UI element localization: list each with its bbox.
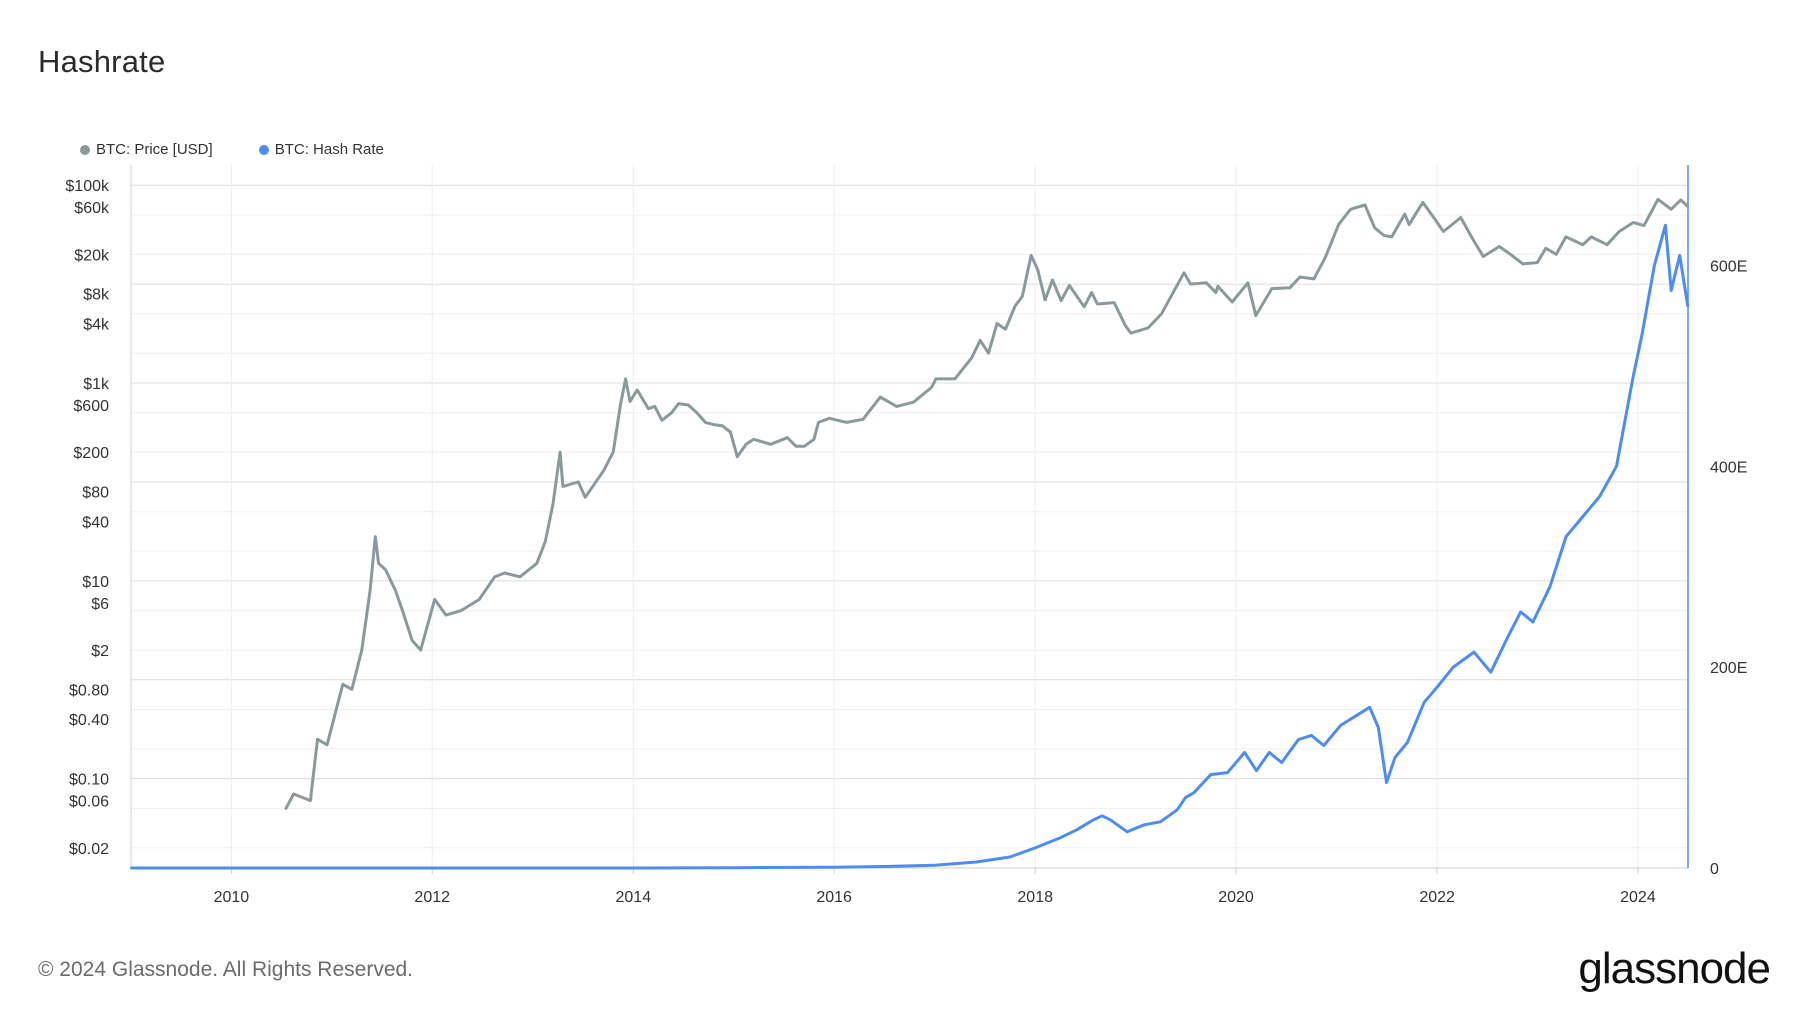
y-right-tick-label: 400E <box>1710 459 1747 476</box>
y-left-tick-label: $80 <box>82 485 109 502</box>
copyright-text: © 2024 Glassnode. All Rights Reserved. <box>38 958 414 981</box>
legend: BTC: Price [USD] BTC: Hash Rate <box>80 141 384 158</box>
glassnode-logo[interactable]: glassnode <box>1578 944 1771 993</box>
y-left-tick-label: $0.06 <box>69 794 109 811</box>
x-tick-label: 2024 <box>1620 889 1656 906</box>
y-right-tick-label: 0 <box>1710 861 1719 878</box>
y-left-tick-label: $0.40 <box>69 712 109 729</box>
y-left-tick-label: $0.02 <box>69 841 109 858</box>
x-tick-label: 2010 <box>214 889 250 906</box>
y-left-tick-label: $60k <box>74 200 110 217</box>
x-tick-label: 2012 <box>414 889 450 906</box>
legend-item-hash[interactable]: BTC: Hash Rate <box>258 141 384 158</box>
y-left-tick-label: $4k <box>83 316 110 333</box>
x-tick-label: 2018 <box>1017 889 1053 906</box>
y-left-tick-label: $8k <box>83 287 110 304</box>
x-tick-label: 2014 <box>616 889 652 906</box>
y-left-tick-label: $6 <box>91 596 109 613</box>
legend-price-label: BTC: Price [USD] <box>96 141 213 158</box>
y-left-tick-label: $200 <box>73 445 109 462</box>
chart-title: Hashrate <box>38 44 166 79</box>
legend-item-price[interactable]: BTC: Price [USD] <box>80 141 213 158</box>
x-tick-label: 2016 <box>816 889 852 906</box>
y-left-tick-label: $0.80 <box>69 682 109 699</box>
y-left-tick-label: $2 <box>91 643 109 660</box>
y-right-tick-label: 600E <box>1710 258 1747 275</box>
y-left-tick-label: $0.10 <box>69 772 109 789</box>
y-left-tick-label: $600 <box>73 398 109 415</box>
hash-legend-dot-icon <box>258 144 269 155</box>
price-legend-dot-icon <box>80 144 90 155</box>
hash-rate-series-line <box>130 223 1690 870</box>
y-left-tick-label: $40 <box>82 514 109 531</box>
y-left-tick-label: $1k <box>83 376 110 393</box>
y-right-tick-label: 200E <box>1710 660 1747 677</box>
y-left-tick-label: $10 <box>82 574 109 591</box>
legend-hash-label: BTC: Hash Rate <box>274 141 384 158</box>
price-series-line <box>284 197 1690 810</box>
x-tick-label: 2022 <box>1419 889 1455 906</box>
y-left-tick-label: $20k <box>74 247 110 264</box>
x-tick-label: 2020 <box>1218 889 1254 906</box>
y-left-tick-label: $100k <box>65 178 110 195</box>
